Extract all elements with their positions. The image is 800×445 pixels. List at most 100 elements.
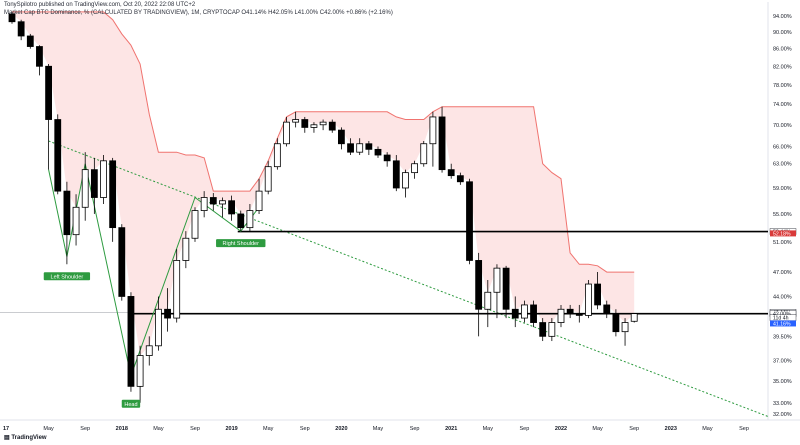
candle-body (402, 172, 409, 189)
candle-body (447, 169, 455, 177)
tradingview-logo[interactable]: ▤ TradingView (4, 434, 47, 441)
candle-body (219, 200, 226, 205)
x-tick-label: Sep (739, 426, 749, 432)
x-tick-label: May (43, 426, 54, 432)
y-tick-label: 55.00% (773, 212, 792, 218)
price-tag-label: 41.16% (773, 321, 791, 327)
candle-body (273, 143, 281, 168)
candle-body (585, 283, 592, 316)
candle-body (182, 237, 190, 261)
y-tick-label: 47.00% (773, 270, 792, 276)
pattern-label[interactable]: Left Shoulder (43, 272, 91, 281)
candle-body (264, 166, 272, 192)
candle-body (81, 169, 89, 208)
candle-body (539, 322, 547, 337)
y-tick-label: 78.00% (773, 83, 792, 89)
price-tag-label: 52.18% (773, 231, 791, 237)
x-tick-label: May (592, 426, 603, 432)
y-tick-label: 44.00% (773, 294, 792, 300)
candle-body (337, 129, 345, 145)
candle-body (228, 200, 236, 215)
x-tick-label: May (702, 426, 713, 432)
candle-body (411, 163, 419, 174)
candle-body (292, 119, 300, 123)
candle-body (191, 210, 199, 239)
candle-body (466, 181, 473, 261)
candle-body (429, 116, 437, 145)
candle-body (301, 119, 309, 128)
candle-body (493, 267, 501, 293)
candle-body (72, 206, 80, 236)
candle-body (255, 190, 263, 211)
candle-body (575, 313, 583, 316)
pattern-label-text: Head (124, 402, 137, 408)
x-tick-label: 2018 (116, 426, 128, 432)
candle-body (328, 121, 336, 131)
x-tick-label: 2019 (225, 426, 237, 432)
candle-body (548, 322, 556, 337)
y-tick-label: 70.00% (773, 123, 792, 129)
pattern-label-bg (216, 239, 266, 248)
x-tick-label: Sep (80, 426, 90, 432)
pattern-label-bg (121, 399, 141, 408)
y-tick-label: 59.00% (773, 186, 792, 192)
candle-body (603, 304, 611, 315)
pattern-label[interactable]: Head (121, 399, 141, 408)
price-tag-bg (770, 230, 796, 237)
candle-body (283, 121, 290, 145)
candle-body (109, 160, 117, 229)
candle-body (530, 304, 537, 323)
chart-icon: ▤ (4, 435, 12, 441)
y-tick-label: 82.00% (773, 64, 792, 70)
y-tick-label: 74.00% (773, 102, 792, 108)
candle-body (630, 313, 638, 322)
candle-body (521, 304, 528, 319)
x-tick-label: 2020 (335, 426, 347, 432)
price-tag-label: 11d 4h (773, 316, 789, 322)
candle-body (246, 210, 254, 229)
candle-body (383, 154, 391, 162)
symbol-source: (CALCULATED BY TRADINGVIEW), 1M, CRYPTOC… (91, 10, 240, 16)
candle-body (45, 65, 52, 120)
publisher-line: TonySpilotro published on TradingView.co… (4, 2, 196, 8)
x-tick-label: Sep (520, 426, 530, 432)
candle-body (8, 13, 16, 23)
candle-body (200, 197, 208, 211)
pattern-label-text: Right Shoulder (223, 241, 260, 247)
candle-body (319, 121, 327, 126)
candle-body (621, 322, 629, 333)
candle-body (90, 169, 98, 198)
symbol-name[interactable]: Market Cap BTC Dominance, % (4, 10, 90, 16)
x-tick-label: May (263, 426, 274, 432)
candle-body (209, 197, 217, 205)
x-tick-label: 17 (3, 426, 9, 432)
x-tick-label: May (483, 426, 494, 432)
candle-body (475, 260, 483, 310)
candle-body (145, 345, 153, 356)
y-tick-label: 94.00% (773, 14, 792, 20)
x-tick-label: Sep (410, 426, 420, 432)
candle-body (347, 143, 354, 153)
y-tick-label: 66.00% (773, 145, 792, 151)
candle-body (392, 160, 400, 189)
candle-body (484, 291, 492, 310)
candle-body (502, 267, 510, 310)
y-tick-label: 37.00% (773, 359, 792, 365)
pattern-label-text: Left Shoulder (51, 274, 84, 280)
symbol-line: Market Cap BTC Dominance, % (CALCULATED … (4, 10, 393, 16)
candle-body (100, 160, 107, 198)
y-tick-label: 32.00% (773, 412, 792, 418)
pattern-label[interactable]: Right Shoulder (216, 239, 266, 248)
x-tick-label: 2022 (555, 426, 567, 432)
x-tick-label: May (373, 426, 384, 432)
y-tick-label: 63.00% (773, 162, 792, 168)
candle-body (164, 308, 171, 319)
candle-body (374, 148, 382, 156)
price-tag-bg (770, 320, 796, 327)
candle-body (594, 283, 601, 306)
y-tick-label: 35.00% (773, 379, 792, 385)
ohlc-readout: O41.14% H42.05% L41.00% C42.00% +0.86% (… (241, 10, 393, 16)
candle-body (237, 213, 245, 229)
resistance-fill (12, 11, 635, 356)
